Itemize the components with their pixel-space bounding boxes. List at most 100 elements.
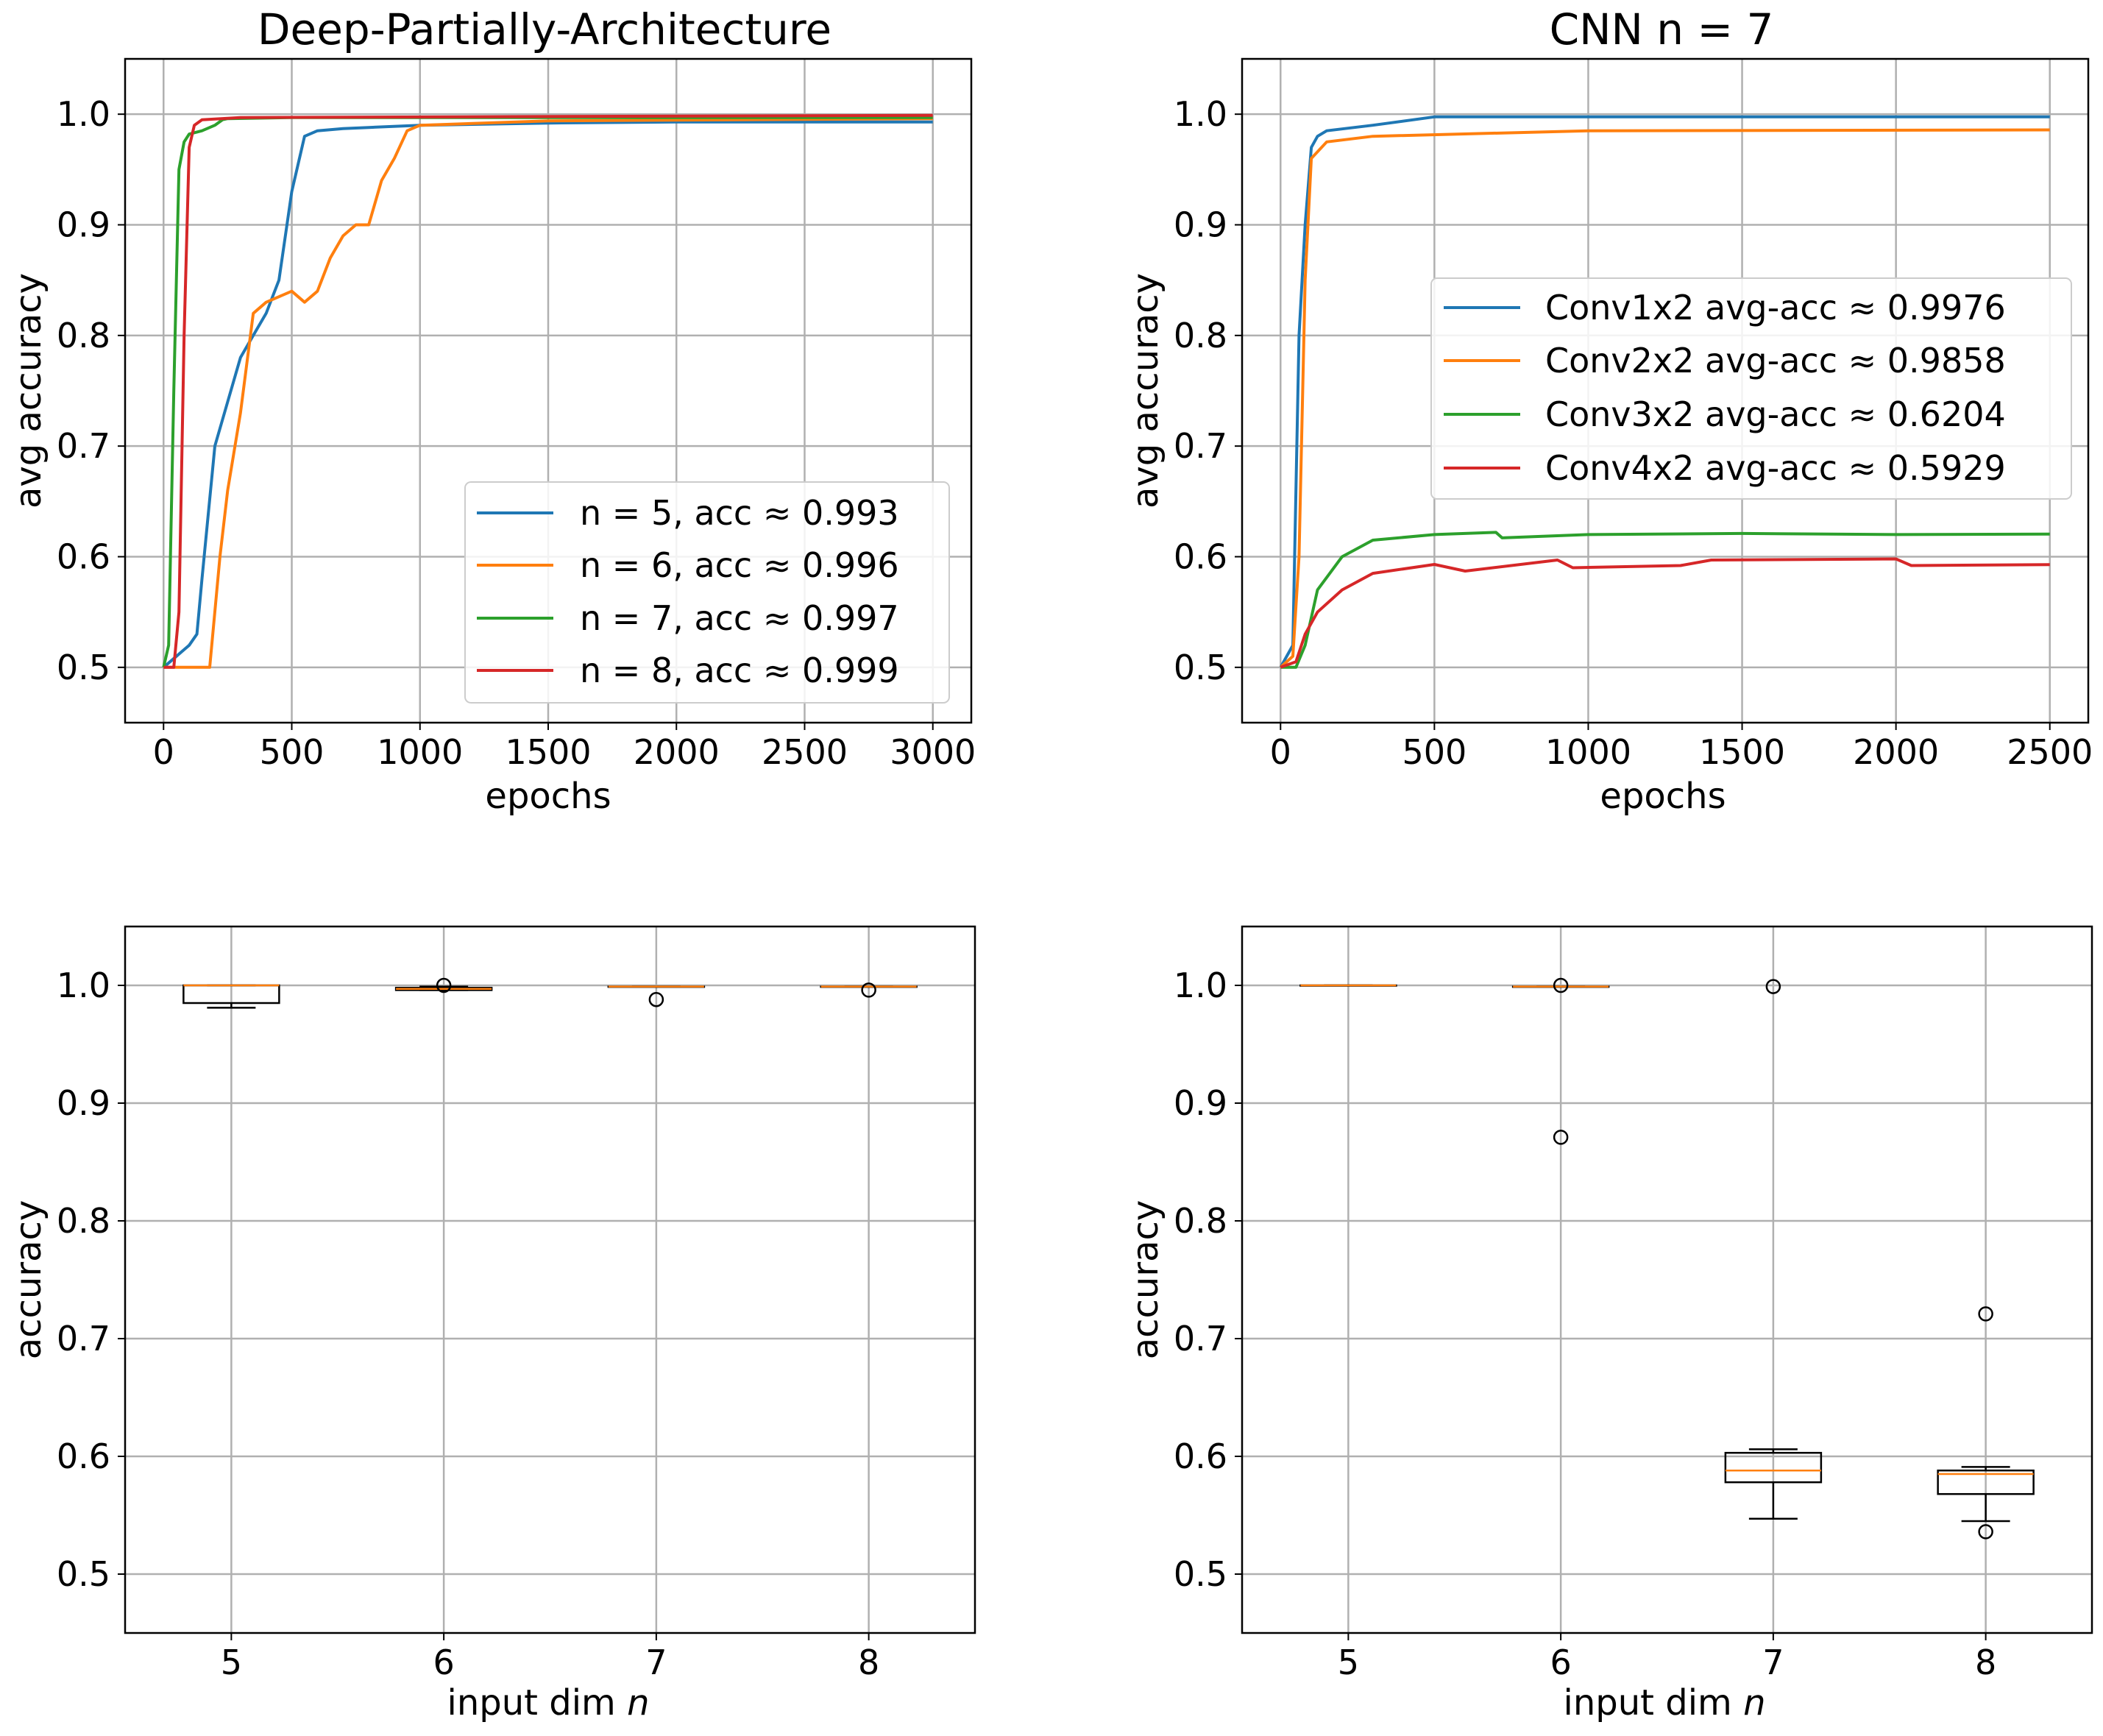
plot-frame (124, 925, 976, 1634)
box-7 (607, 985, 706, 1007)
legend-box (464, 481, 950, 704)
y-tick-label: 0.8 (1174, 316, 1227, 355)
outlier-point (436, 977, 452, 993)
plot-frame (1241, 57, 2090, 724)
axis-variable: n (627, 1682, 649, 1723)
y-axis-label: avg accuracy (1125, 273, 1166, 509)
x-tick-label: 2000 (1853, 732, 1939, 772)
y-tick-label: 0.9 (57, 1083, 110, 1123)
series-line (1280, 531, 2050, 669)
x-axis-label: epochs (485, 776, 611, 817)
axis-variable: n (1743, 1682, 1765, 1723)
y-tick-label: 0.5 (1174, 1554, 1227, 1594)
plot-frame (1241, 925, 2093, 1634)
x-tick-label: 3000 (890, 732, 976, 772)
legend-label: n = 8, acc ≈ 0.999 (580, 651, 899, 690)
outlier-point (1765, 979, 1781, 994)
outlier-point (1553, 977, 1569, 993)
series-line (1280, 557, 2050, 669)
legend-label: n = 5, acc ≈ 0.993 (580, 493, 899, 533)
legend-label: Conv3x2 avg-acc ≈ 0.6204 (1545, 394, 2006, 434)
box-body (1724, 1451, 1823, 1484)
legend-box (1430, 277, 2072, 500)
x-tick-label: 7 (1762, 1643, 1784, 1682)
y-tick-label: 0.9 (1174, 205, 1227, 245)
y-axis-label: accuracy (1125, 1200, 1166, 1360)
outlier-point (648, 991, 664, 1007)
y-tick-label: 1.0 (1174, 966, 1227, 1005)
legend: n = 5, acc ≈ 0.993 n = 6, acc ≈ 0.996 n … (464, 481, 950, 704)
chart-boxplot-left: 0.5 0.6 0.7 0.8 0.9 1.0 5 6 7 8 input dim n accur… (8, 925, 976, 1723)
chart-cnn-n7: CNN n = 7 0.5 0.6 0.7 0.8 0.9 1.0 0 500 1000 1500… (1125, 4, 2093, 817)
box-body (1937, 1469, 2035, 1495)
outlier-point (1553, 1130, 1569, 1145)
outlier-point (1978, 1306, 1993, 1322)
x-tick-label: 1000 (1545, 732, 1631, 772)
chart-boxplot-right: 0.5 0.6 0.7 0.8 0.9 1.0 5 6 7 8 input dim n accur… (1125, 925, 2093, 1723)
legend-label: n = 7, acc ≈ 0.997 (580, 598, 899, 638)
series-line (162, 120, 933, 669)
series-line (1279, 115, 2050, 668)
x-tick-label: 1000 (377, 732, 463, 772)
x-tick-label: 500 (1402, 732, 1467, 772)
x-tick-label: 500 (260, 732, 325, 772)
y-axis-label: accuracy (8, 1200, 49, 1360)
x-tick-label: 1500 (1699, 732, 1785, 772)
y-tick-label: 0.7 (57, 1319, 110, 1358)
y-axis-label: avg accuracy (8, 273, 49, 509)
box-6 (1511, 977, 1610, 1145)
y-tick-label: 0.6 (57, 537, 110, 577)
y-tick-label: 0.6 (1174, 1436, 1227, 1476)
x-tick-label: 2000 (634, 732, 720, 772)
x-tick-label: 5 (1338, 1643, 1359, 1682)
box-7 (1724, 979, 1823, 1520)
y-tick-label: 1.0 (1174, 94, 1227, 134)
x-tick-label: 6 (433, 1643, 454, 1682)
x-tick-label: 8 (858, 1643, 879, 1682)
legend-label: Conv1x2 avg-acc ≈ 0.9976 (1545, 288, 2006, 327)
x-axis-label: input dim n (1564, 1682, 1766, 1723)
series-line (163, 113, 933, 669)
chart-title: CNN n = 7 (1550, 4, 1774, 54)
box-6 (394, 977, 493, 993)
y-tick-label: 0.8 (1174, 1201, 1227, 1241)
legend-label: n = 6, acc ≈ 0.996 (580, 545, 899, 585)
y-tick-label: 0.5 (57, 1554, 110, 1594)
chart-title: Deep-Partially-Architecture (258, 4, 831, 54)
legend: Conv1x2 avg-acc ≈ 0.9976 Conv2x2 avg-acc… (1430, 277, 2072, 500)
x-tick-label: 6 (1550, 1643, 1571, 1682)
y-tick-label: 0.5 (57, 648, 110, 687)
x-tick-label: 8 (1975, 1643, 1996, 1682)
x-tick-label: 7 (645, 1643, 667, 1682)
y-tick-label: 0.6 (57, 1436, 110, 1476)
y-tick-label: 0.7 (1174, 1319, 1227, 1358)
y-tick-label: 0.7 (57, 426, 110, 466)
y-tick-label: 0.8 (57, 1201, 110, 1241)
series-line (1279, 128, 2050, 669)
x-tick-label: 0 (1270, 732, 1291, 772)
box-8 (820, 982, 918, 998)
box-5 (1299, 984, 1397, 987)
y-tick-label: 0.9 (57, 205, 110, 245)
x-tick-label: 2500 (762, 732, 848, 772)
outlier-point (1978, 1524, 1993, 1540)
x-tick-label: 2500 (2007, 732, 2093, 772)
y-tick-label: 0.8 (57, 316, 110, 355)
y-tick-label: 0.6 (1174, 537, 1227, 577)
legend-label: Conv4x2 avg-acc ≈ 0.5929 (1545, 448, 2006, 488)
outlier-point (861, 982, 876, 998)
y-tick-label: 1.0 (57, 94, 110, 134)
box-5 (182, 984, 280, 1009)
x-tick-label: 5 (221, 1643, 242, 1682)
chart-deep-partially-architecture: Deep-Partially-Architecture 0.5 0.6 0.7 0.8… (8, 4, 976, 817)
y-tick-label: 0.5 (1174, 648, 1227, 687)
legend-label: Conv2x2 avg-acc ≈ 0.9858 (1545, 341, 2006, 380)
box-8 (1937, 1306, 2035, 1540)
x-tick-label: 0 (153, 732, 174, 772)
x-axis-label: input dim n (447, 1682, 650, 1723)
series-line (163, 117, 933, 669)
y-tick-label: 0.7 (1174, 426, 1227, 466)
y-tick-label: 1.0 (57, 966, 110, 1005)
x-tick-label: 1500 (505, 732, 591, 772)
